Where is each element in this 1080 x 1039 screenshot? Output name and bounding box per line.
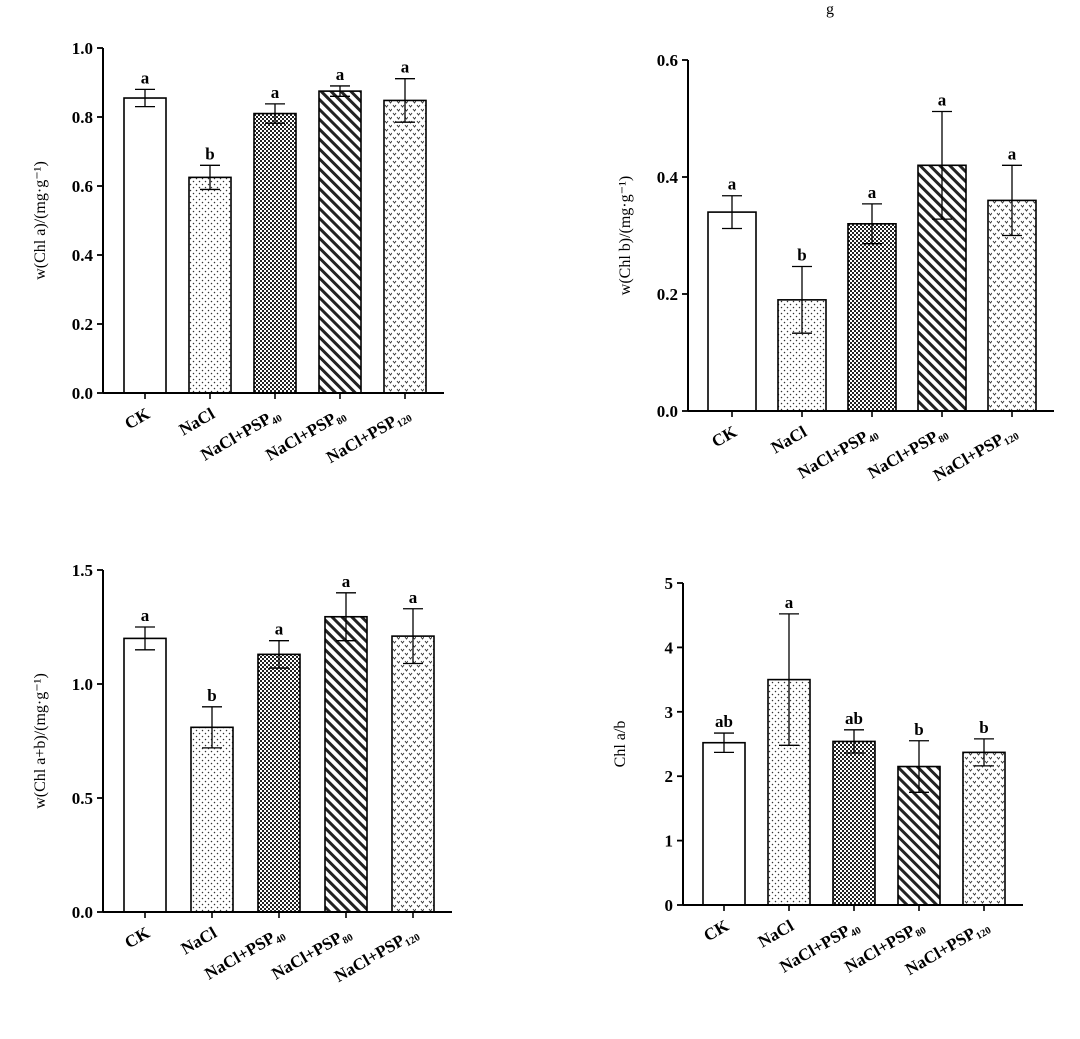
bar-2	[832, 740, 876, 906]
bar-0	[123, 97, 167, 394]
category-label-0: CK	[121, 404, 153, 434]
error-bar-1	[202, 706, 222, 749]
error-bar-3	[330, 85, 350, 97]
category-label-1: NaCl	[176, 404, 218, 439]
significance-label-2: ab	[845, 709, 863, 728]
y-tick-label-0: 0.0	[72, 903, 93, 922]
bar-1	[190, 726, 234, 913]
significance-label-4: a	[1008, 144, 1017, 163]
category-label-1: NaCl	[768, 422, 810, 457]
y-tick-label-0: 0.0	[72, 384, 93, 403]
y-tick-label-2: 1.0	[72, 675, 93, 694]
significance-label-0: ab	[715, 712, 733, 731]
category-label-2: NaCl+PSP₄₀	[794, 422, 880, 482]
error-bar-3	[909, 740, 929, 793]
y-tick-label-0: 0.0	[657, 402, 678, 421]
bar-3	[324, 615, 368, 913]
bar-2	[253, 112, 297, 394]
bar-3	[318, 90, 362, 394]
bar-0	[707, 211, 757, 412]
significance-label-1: b	[797, 246, 806, 265]
y-tick-label-3: 1.5	[72, 561, 93, 580]
y-tick-label-1: 1	[665, 832, 674, 851]
error-bar-2	[862, 203, 882, 245]
significance-label-1: b	[205, 144, 214, 163]
y-axis-label: w(Chl a)/(mg·g⁻¹)	[32, 161, 49, 280]
chart-chl-ab: aCKbNaClaNaCl+PSP₄₀aNaCl+PSP₈₀aNaCl+PSP₁…	[32, 561, 452, 986]
category-label-0: CK	[708, 422, 740, 452]
chart-chl-a: aCKbNaClaNaCl+PSP₄₀aNaCl+PSP₈₀aNaCl+PSP₁…	[32, 39, 444, 467]
bar-0	[123, 637, 167, 913]
category-label-1: NaCl	[178, 923, 220, 958]
error-bar-4	[974, 738, 994, 767]
bar-2	[847, 223, 897, 412]
significance-label-1: b	[207, 686, 216, 705]
y-axis-label: Chl a/b	[612, 721, 629, 768]
y-tick-label-2: 0.4	[72, 246, 94, 265]
significance-label-1: a	[785, 593, 794, 612]
significance-label-2: a	[271, 83, 280, 102]
significance-label-3: b	[914, 720, 923, 739]
error-bar-2	[269, 640, 289, 669]
significance-label-3: a	[938, 90, 947, 109]
bar-4	[383, 99, 427, 394]
y-tick-label-3: 0.6	[657, 51, 678, 70]
significance-label-0: a	[728, 175, 737, 194]
y-tick-label-5: 5	[665, 574, 674, 593]
error-bar-2	[844, 729, 864, 754]
significance-label-3: a	[342, 572, 351, 591]
error-bar-3	[336, 592, 356, 642]
y-tick-label-3: 3	[665, 703, 674, 722]
y-tick-label-1: 0.2	[72, 315, 93, 334]
y-tick-label-3: 0.6	[72, 177, 93, 196]
y-tick-label-2: 2	[665, 767, 674, 786]
error-bar-0	[714, 732, 734, 754]
header-fragment: g	[826, 1, 834, 18]
error-bar-1	[779, 613, 799, 746]
y-tick-label-0: 0	[665, 896, 674, 915]
error-bar-3	[932, 110, 952, 220]
error-bar-0	[135, 88, 155, 108]
y-tick-label-1: 0.2	[657, 285, 678, 304]
y-tick-label-1: 0.5	[72, 789, 93, 808]
category-label-1: NaCl	[755, 916, 797, 951]
significance-label-2: a	[275, 620, 284, 639]
chart-chl-b: aCKbNaClaNaCl+PSP₄₀aNaCl+PSP₈₀aNaCl+PSP₁…	[617, 51, 1054, 485]
significance-label-0: a	[141, 606, 150, 625]
significance-label-4: b	[979, 718, 988, 737]
error-bar-4	[1002, 164, 1022, 237]
bar-4	[391, 635, 435, 913]
significance-label-2: a	[868, 183, 877, 202]
error-bar-0	[722, 195, 742, 230]
significance-label-4: a	[401, 58, 410, 77]
error-bar-0	[135, 626, 155, 651]
category-label-0: CK	[121, 923, 153, 953]
y-axis-label: w(Chl b)/(mg·g⁻¹)	[617, 176, 634, 295]
y-tick-label-4: 0.8	[72, 108, 93, 127]
bar-4	[962, 751, 1006, 906]
y-axis-label: w(Chl a+b)/(mg·g⁻¹)	[32, 673, 49, 809]
error-bar-1	[792, 265, 812, 334]
y-tick-label-4: 4	[665, 638, 674, 657]
error-bar-1	[200, 164, 220, 191]
error-bar-4	[395, 78, 415, 123]
significance-label-4: a	[409, 588, 418, 607]
significance-label-0: a	[141, 68, 150, 87]
y-tick-label-5: 1.0	[72, 39, 93, 58]
error-bar-2	[265, 103, 285, 124]
y-tick-label-2: 0.4	[657, 168, 679, 187]
error-bar-4	[403, 608, 423, 665]
bar-2	[257, 653, 301, 913]
bar-1	[188, 176, 232, 394]
category-label-0: CK	[700, 916, 732, 946]
chart-chl-ratio: abCKaNaClabNaCl+PSP₄₀bNaCl+PSP₈₀bNaCl+PS…	[612, 574, 1023, 979]
bar-0	[702, 741, 746, 906]
significance-label-3: a	[336, 65, 345, 84]
